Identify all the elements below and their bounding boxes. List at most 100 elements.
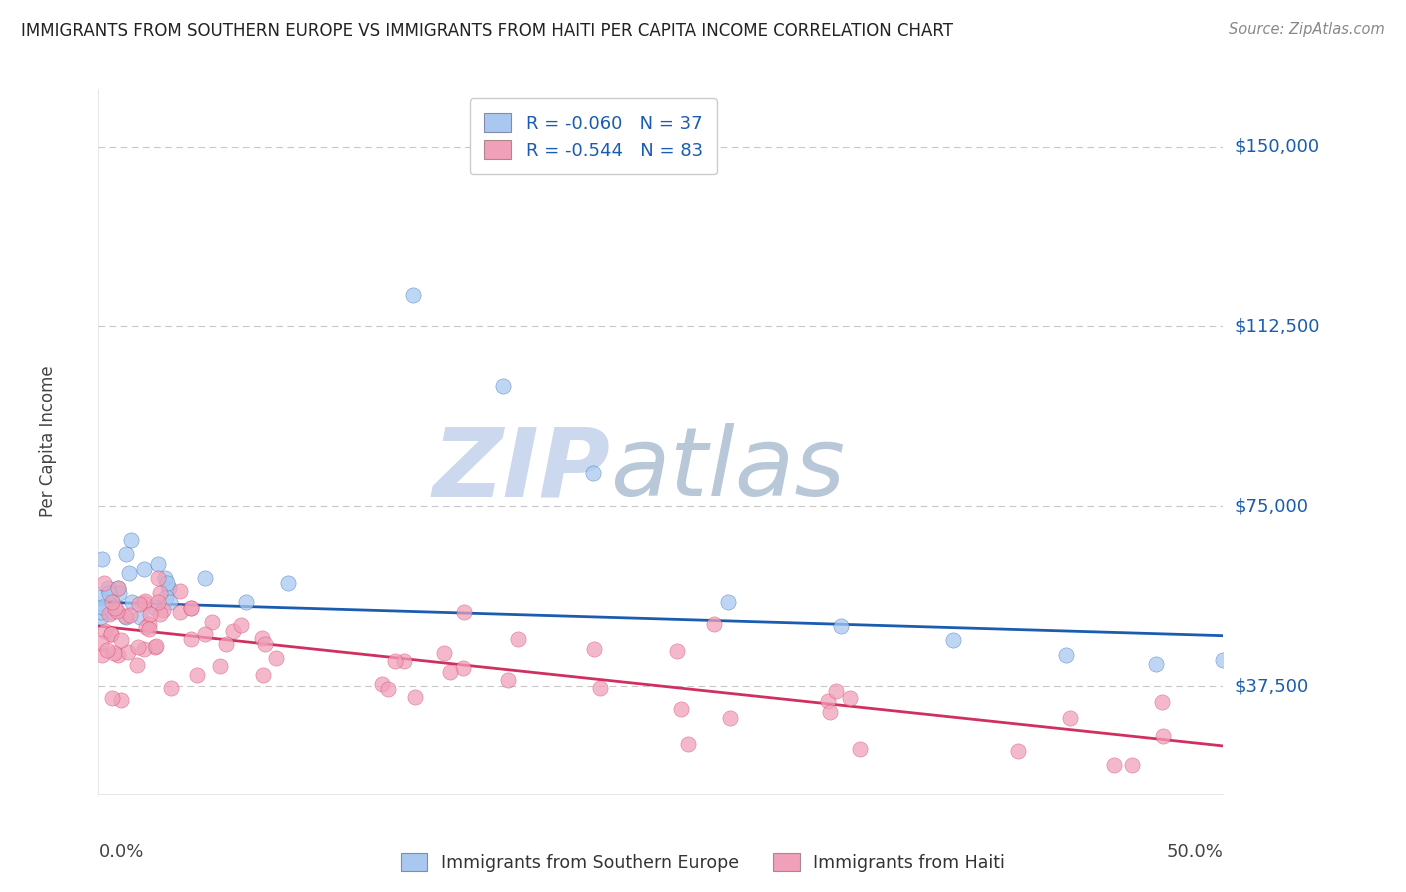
Point <box>101 585 124 599</box>
Point <box>215 637 238 651</box>
Point <box>250 631 273 645</box>
Point <box>678 737 700 751</box>
Point <box>143 599 166 614</box>
Point <box>1144 657 1167 672</box>
Point <box>252 668 274 682</box>
Point <box>101 595 124 609</box>
Legend: Immigrants from Southern Europe, Immigrants from Haiti: Immigrants from Southern Europe, Immigra… <box>394 847 1012 879</box>
Point <box>159 595 181 609</box>
Point <box>235 595 257 609</box>
Point <box>91 648 114 662</box>
Point <box>100 627 122 641</box>
Point <box>146 557 169 571</box>
Point <box>264 651 287 665</box>
Point <box>1152 695 1174 709</box>
Point <box>849 741 872 756</box>
Point <box>508 632 530 646</box>
Point <box>1007 744 1029 758</box>
Point <box>90 591 112 605</box>
Point <box>97 585 120 599</box>
Point <box>1121 758 1143 772</box>
Point <box>110 693 132 707</box>
Point <box>120 533 142 547</box>
Point <box>222 624 245 638</box>
Point <box>132 561 155 575</box>
Point <box>90 605 112 619</box>
Point <box>103 646 125 660</box>
Text: $112,500: $112,500 <box>1234 318 1320 335</box>
Point <box>110 633 132 648</box>
Text: Per Capita Income: Per Capita Income <box>39 366 56 517</box>
Point <box>155 571 177 585</box>
Point <box>115 609 138 624</box>
Point <box>817 694 839 708</box>
Point <box>254 637 277 651</box>
Point <box>666 644 689 658</box>
Point <box>105 604 128 618</box>
Point <box>180 600 202 615</box>
Text: atlas: atlas <box>610 423 845 516</box>
Point <box>433 646 456 660</box>
Point <box>101 691 124 706</box>
Point <box>100 627 122 641</box>
Text: 50.0%: 50.0% <box>1167 843 1223 861</box>
Point <box>276 576 298 591</box>
Point <box>143 640 166 655</box>
Point <box>146 571 169 585</box>
Point <box>402 288 425 302</box>
Point <box>169 583 191 598</box>
Point <box>145 639 167 653</box>
Point <box>93 624 115 639</box>
Point <box>134 596 156 610</box>
Text: $37,500: $37,500 <box>1234 677 1309 695</box>
Point <box>820 705 842 719</box>
Point <box>129 609 152 624</box>
Point <box>194 571 217 585</box>
Point <box>114 608 136 623</box>
Point <box>180 632 202 646</box>
Point <box>138 616 160 631</box>
Point <box>117 566 139 581</box>
Point <box>96 643 118 657</box>
Point <box>194 627 217 641</box>
Point <box>703 617 725 632</box>
Point <box>201 615 224 629</box>
Point <box>169 605 191 619</box>
Point <box>149 586 172 600</box>
Point <box>830 619 852 633</box>
Point <box>583 642 606 657</box>
Point <box>103 600 125 615</box>
Point <box>146 595 169 609</box>
Point <box>180 600 202 615</box>
Point <box>453 605 475 619</box>
Text: IMMIGRANTS FROM SOUTHERN EUROPE VS IMMIGRANTS FROM HAITI PER CAPITA INCOME CORRE: IMMIGRANTS FROM SOUTHERN EUROPE VS IMMIG… <box>21 22 953 40</box>
Point <box>97 581 120 595</box>
Point <box>394 654 416 668</box>
Point <box>118 607 141 622</box>
Point <box>152 603 174 617</box>
Point <box>114 547 136 561</box>
Point <box>496 673 519 687</box>
Point <box>839 690 862 705</box>
Point <box>107 585 129 599</box>
Point <box>589 681 612 695</box>
Point <box>1059 711 1081 725</box>
Point <box>127 640 149 654</box>
Point <box>139 607 162 621</box>
Point <box>157 581 180 595</box>
Text: $150,000: $150,000 <box>1234 137 1319 156</box>
Point <box>718 711 741 725</box>
Point <box>97 607 120 622</box>
Point <box>209 658 232 673</box>
Point <box>1212 653 1234 667</box>
Point <box>101 605 124 619</box>
Point <box>453 661 475 675</box>
Text: 0.0%: 0.0% <box>98 843 143 861</box>
Text: $75,000: $75,000 <box>1234 497 1309 516</box>
Point <box>127 658 149 673</box>
Text: Source: ZipAtlas.com: Source: ZipAtlas.com <box>1229 22 1385 37</box>
Point <box>229 618 252 632</box>
Point <box>107 648 129 662</box>
Point <box>90 636 112 650</box>
Point <box>91 599 114 614</box>
